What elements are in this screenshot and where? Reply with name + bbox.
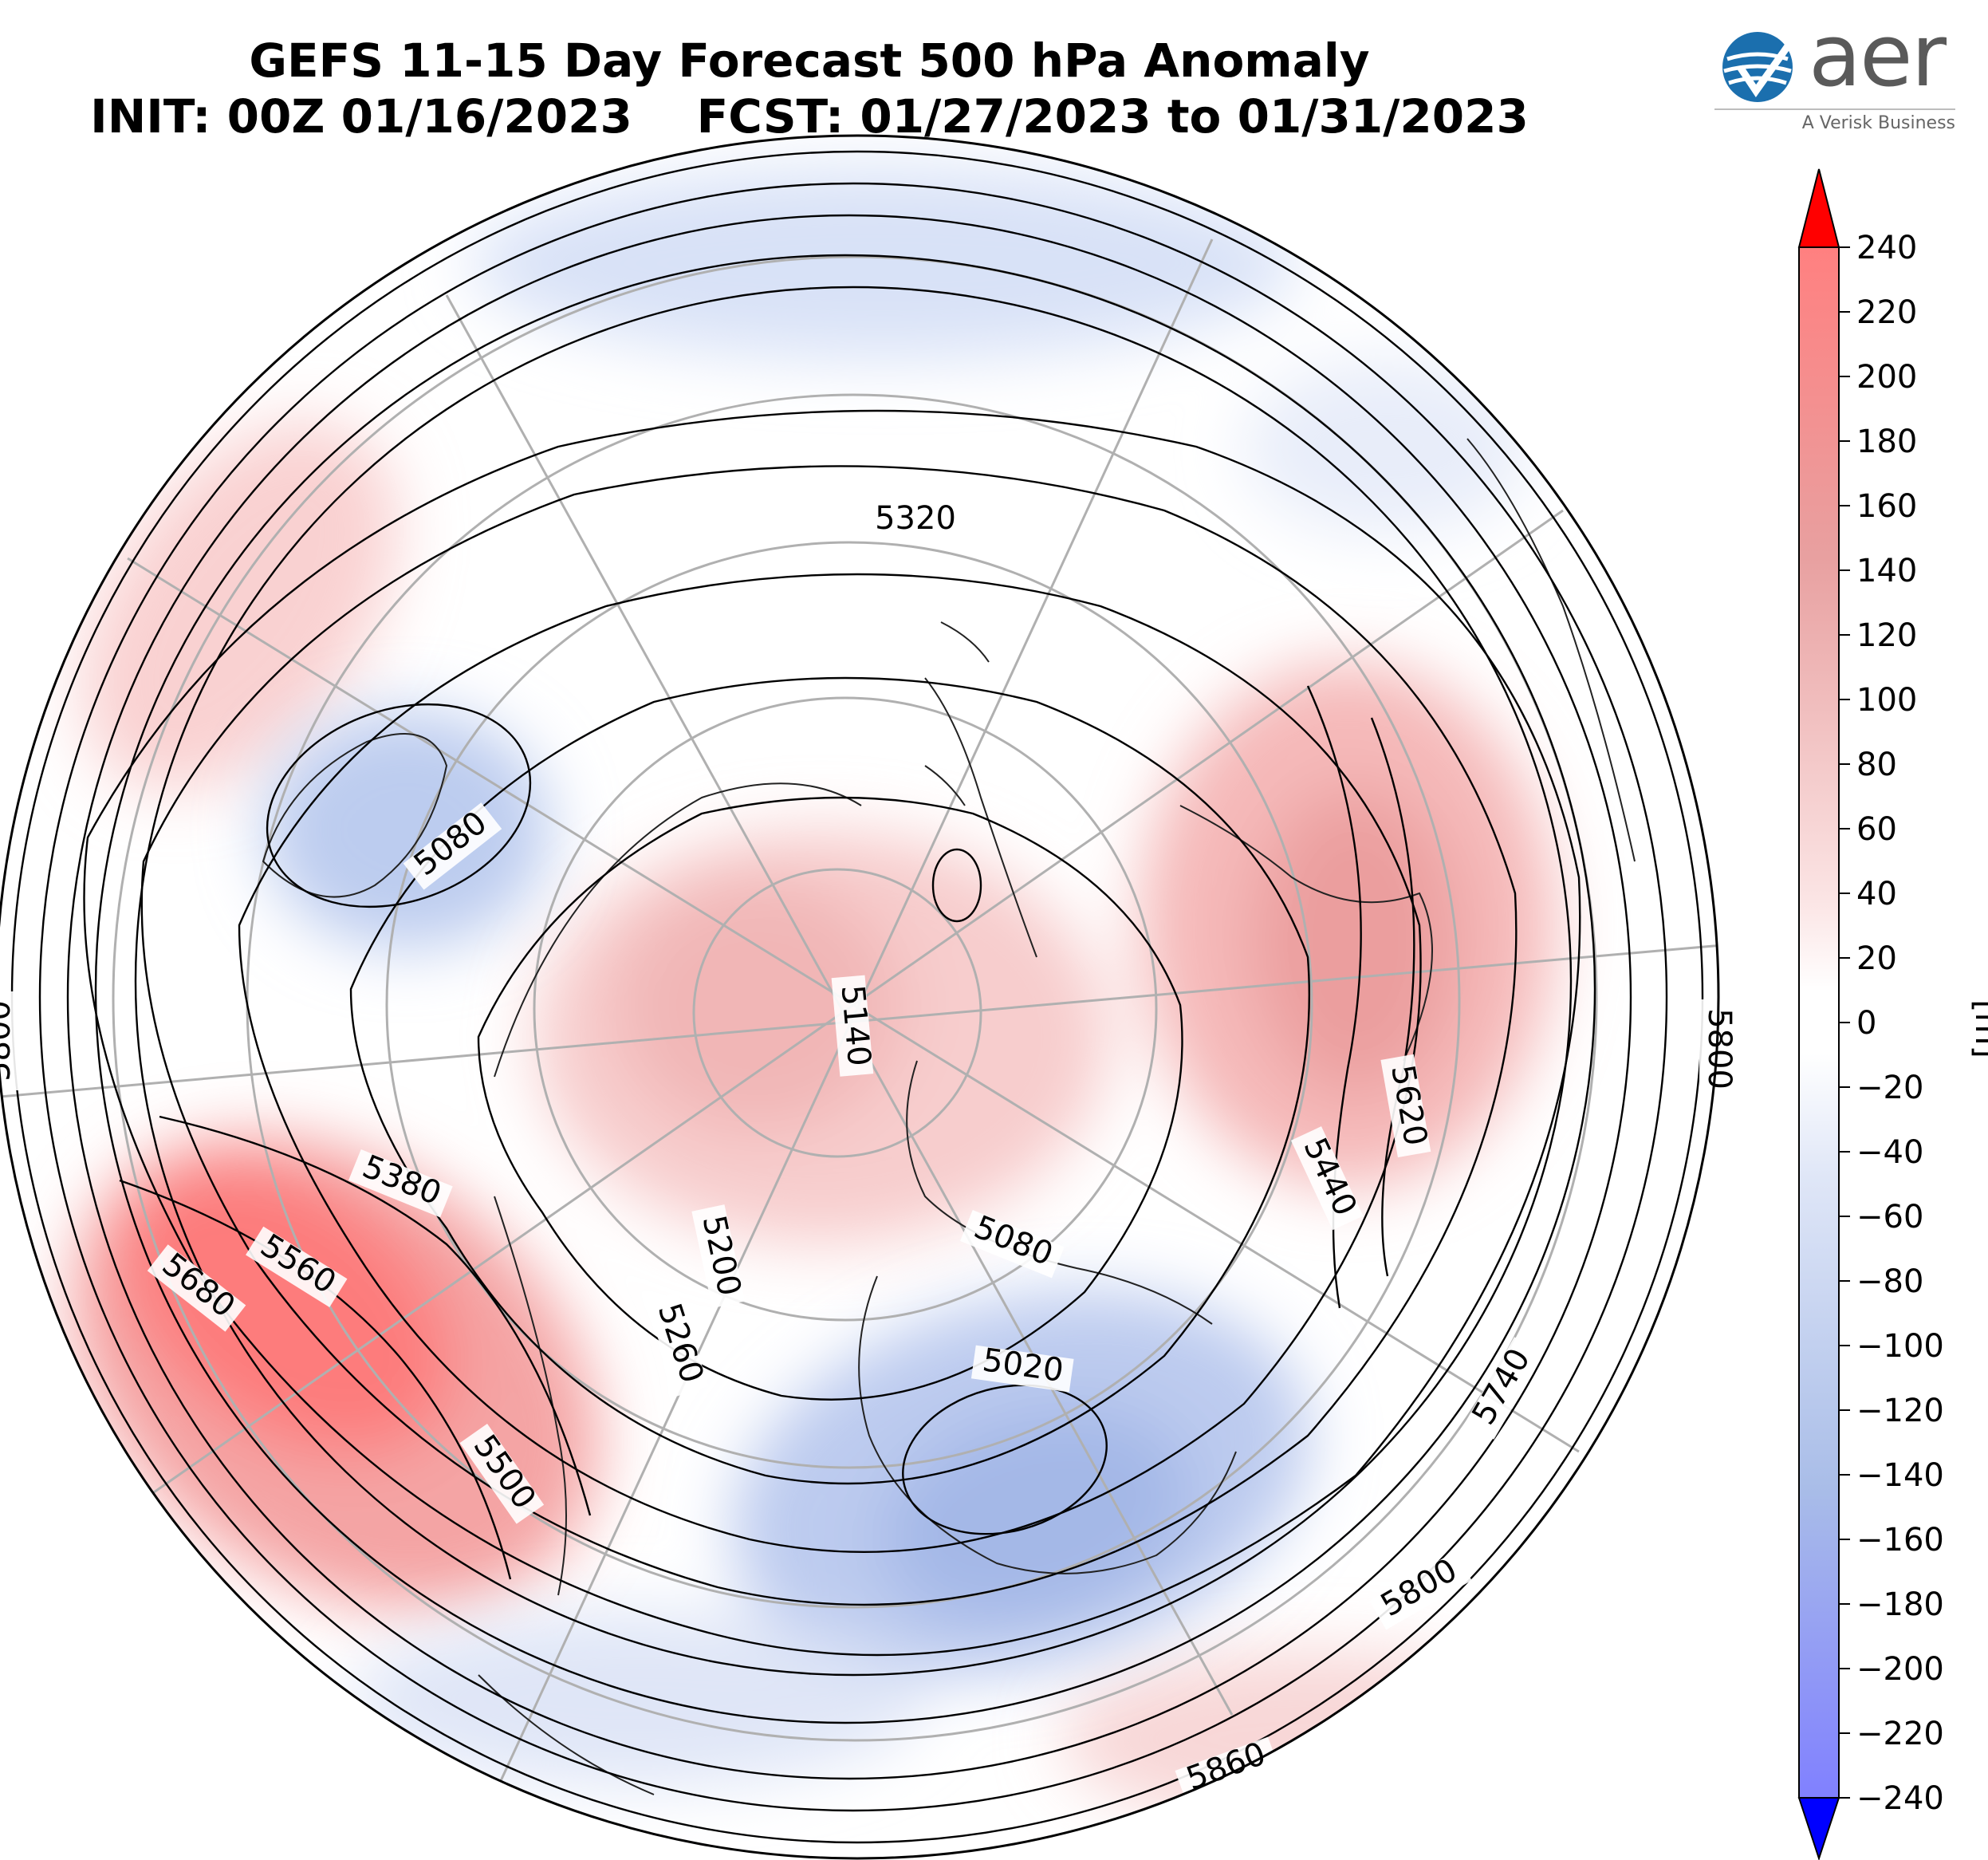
colorbar-tick-label: 0: [1856, 1005, 1876, 1042]
contour-ridge-pacific-2: [119, 1179, 512, 1580]
colorbar-ticks: 240220200180160140120100806040200−20−40−…: [1839, 230, 1944, 1817]
colorbar-tick-label: −140: [1856, 1457, 1944, 1494]
map-title: GEFS 11-15 Day Forecast 500 hPa Anomaly: [249, 33, 1370, 88]
anomaly-positive-pacific-core: [121, 1164, 453, 1452]
anomaly-positive-europe-core: [1252, 790, 1459, 1093]
logo-tagline: A Verisk Business: [1801, 113, 1955, 133]
logo-divider: [1714, 108, 1955, 110]
colorbar-tick-label: −180: [1856, 1586, 1944, 1623]
contour-ridge-europe-2: [1306, 685, 1362, 1309]
contour-label: 5140: [834, 983, 878, 1067]
anomaly-negative-siberia: [263, 710, 550, 949]
latitude-circle-40: [112, 255, 1598, 1742]
colorbar-tick-label: 80: [1856, 747, 1897, 783]
colorbar-tick-label: −100: [1856, 1328, 1944, 1365]
contour-ring-5: [134, 286, 1573, 1677]
coastline-islands: [924, 621, 990, 806]
contour-label: 5800: [0, 1000, 18, 1082]
coastline-europe: [1179, 805, 1433, 1062]
coastline-scandinavia: [924, 677, 1037, 958]
colorbar-bar: [1798, 246, 1840, 1799]
coastline-siberia: [494, 782, 862, 1078]
colorbar-tick-label: −220: [1856, 1716, 1944, 1752]
contour-label: 5320: [875, 500, 956, 537]
contour-ridge-europe-1: [1370, 717, 1415, 1277]
colorbar-tick-label: 200: [1856, 359, 1917, 396]
colorbar-tick-label: −160: [1856, 1522, 1944, 1559]
aer-wordmark: aer: [1809, 6, 1947, 106]
anomaly-positive-northwest: [81, 421, 398, 791]
contour-ring-4: [94, 254, 1596, 1724]
contour-ring-8: [238, 573, 1422, 1554]
latitude-circle-80: [692, 868, 982, 1158]
colorbar-tick-label: −80: [1856, 1263, 1923, 1300]
colorbar-tick-label: 20: [1856, 940, 1897, 977]
colorbar-tick-label: −120: [1856, 1393, 1944, 1429]
latitude-circle-70: [533, 696, 1158, 1322]
colorbar-arrow-bottom: [1797, 1797, 1840, 1860]
aer-logo: aer A Verisk Business: [1714, 6, 1962, 136]
colorbar-tick-label: 160: [1856, 488, 1917, 525]
colorbar-tick-label: 60: [1856, 811, 1897, 848]
aer-globe-logo-icon: [1722, 32, 1794, 102]
colorbar-tick-label: −240: [1856, 1780, 1944, 1817]
colorbar-unit-label: [m]: [1968, 999, 1988, 1058]
colorbar-tick-label: 40: [1856, 876, 1897, 912]
contour-ring-6: [83, 409, 1581, 1657]
anomaly-negative-canada-core: [880, 1407, 1194, 1624]
contour-low-siberia: [266, 703, 532, 908]
colorbar: 240220200180160140120100806040200−20−40−…: [1797, 168, 1988, 1860]
colorbar-tick-label: −60: [1856, 1199, 1923, 1235]
contour-outer-3: [66, 214, 1632, 1780]
coastline-alaska: [494, 1196, 567, 1596]
globe-border: [0, 134, 1720, 1860]
coastline-lake-region: [262, 733, 448, 898]
anomaly-negative-pacific-south: [351, 1611, 925, 1787]
colorbar-tick-label: −40: [1856, 1134, 1923, 1171]
colorbar-tick-label: 100: [1856, 682, 1917, 719]
colorbar-tick-label: −20: [1856, 1070, 1923, 1106]
coastline-hudson-bay: [858, 1275, 1237, 1574]
anomaly-negative-northeast: [1244, 359, 1531, 534]
colorbar-tick-label: 240: [1856, 230, 1917, 266]
colorbar-tick-label: 220: [1856, 294, 1917, 331]
anomaly-positive-south: [1061, 1651, 1571, 1827]
contour-ridge-pacific-1: [159, 1115, 592, 1516]
contour-label-group: 5320 5080 5140 5380 5560 5680 5200 5260 …: [0, 500, 1738, 1803]
colorbar-tick-label: 120: [1856, 617, 1917, 654]
latitude-circle-60: [385, 541, 1313, 1469]
globe: 5320 5080 5140 5380 5560 5680 5200 5260 …: [0, 134, 1738, 1860]
contour-small-low: [931, 848, 982, 923]
colorbar-tick-label: −200: [1856, 1651, 1944, 1688]
coastline-africa: [1466, 438, 1636, 862]
anomaly-negative-north: [470, 167, 1300, 359]
map-subtitle: INIT: 00Z 01/16/2023 FCST: 01/27/2023 to…: [90, 89, 1529, 144]
contour-outer-2: [38, 182, 1668, 1812]
contour-ring-7: [140, 465, 1518, 1606]
contour-low-canada: [902, 1384, 1108, 1535]
colorbar-tick-label: 140: [1856, 553, 1917, 589]
coastline-west-coast: [478, 1674, 655, 1795]
colorbar-tick-label: 180: [1856, 424, 1917, 460]
contour-ring-10: [477, 796, 1183, 1401]
colorbar-arrow-top: [1797, 168, 1840, 248]
contour-ring-9: [349, 676, 1311, 1485]
